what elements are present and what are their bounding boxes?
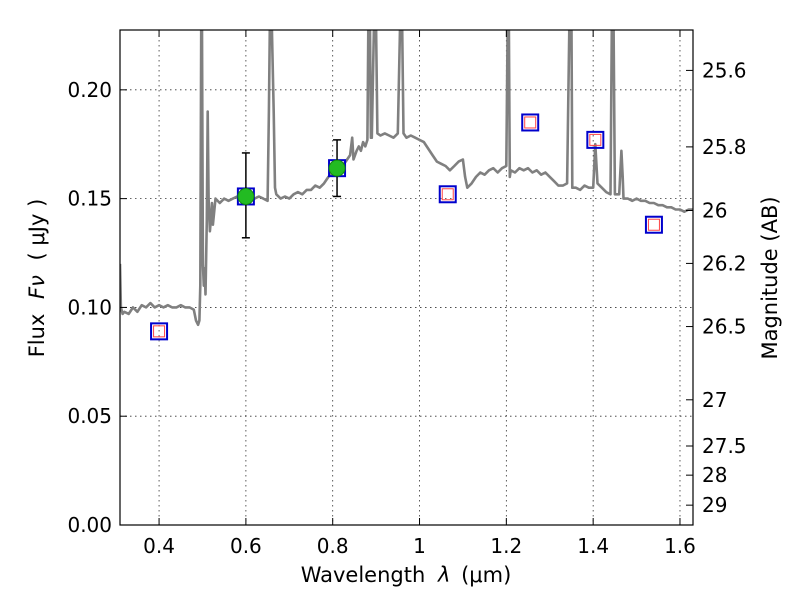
y-tick-labels: 0.00 0.05 0.10 0.15 0.20 (67, 78, 112, 537)
marker-layer (150, 113, 663, 341)
y2-tick-label: 28 (702, 463, 727, 487)
x-tick-label: 1.6 (664, 534, 696, 558)
y-tick-label: 0.15 (67, 187, 112, 211)
observed-photometry-point (237, 187, 255, 205)
y2-tick-label: 25.6 (702, 58, 747, 82)
y2-tick-label: 26.2 (702, 251, 747, 275)
y-tick-label: 0.05 (67, 404, 112, 428)
model-photometry-square-inner (589, 133, 602, 146)
x-tick-label: 0.8 (317, 534, 349, 558)
model-photometry-square (521, 113, 540, 132)
y2-tick-label: 27 (702, 388, 727, 412)
spectrum-layer (120, 30, 693, 327)
y-tick-label: 0.20 (67, 78, 112, 102)
y-tick-label: 0.00 (67, 513, 112, 537)
x-tick-label: 0.4 (143, 534, 175, 558)
model-photometry-square (644, 215, 663, 234)
x-tick-label: 1.2 (490, 534, 522, 558)
y2-tick-labels: 25.6 25.8 26 26.2 26.5 27 27.5 28 29 (702, 58, 747, 517)
y2-axis-label: Magnitude (AB) (758, 196, 782, 359)
model-photometry-square (586, 130, 605, 149)
y2-tick-label: 25.8 (702, 135, 747, 159)
y-axis-label: Flux Fν ( μJy ) (25, 199, 49, 358)
model-photometry-square-inner (441, 188, 454, 201)
spectrum-line (120, 30, 693, 327)
y2-tick-label: 26 (702, 198, 727, 222)
y2-tick-label: 29 (702, 493, 727, 517)
x-tick-label: 0.6 (230, 534, 262, 558)
model-photometry-square (438, 185, 457, 204)
tick-marks (120, 30, 693, 526)
x-tick-labels: 0.4 0.6 0.8 1 1.2 1.4 1.6 (143, 534, 696, 558)
x-tick-label: 1.4 (577, 534, 609, 558)
y2-tick-label: 27.5 (702, 434, 747, 458)
model-photometry-square-inner (153, 325, 166, 338)
x-tick-label: 1 (413, 534, 426, 558)
y-tick-label: 0.10 (67, 295, 112, 319)
model-photometry-square-inner (647, 218, 660, 231)
model-photometry-square (150, 322, 169, 341)
x-axis-label: Wavelength λ (μm) (301, 563, 512, 587)
model-photometry-square-inner (524, 116, 537, 129)
plot-frame (119, 29, 694, 526)
y2-tick-label: 26.5 (702, 315, 747, 339)
observed-photometry-point (328, 159, 346, 177)
